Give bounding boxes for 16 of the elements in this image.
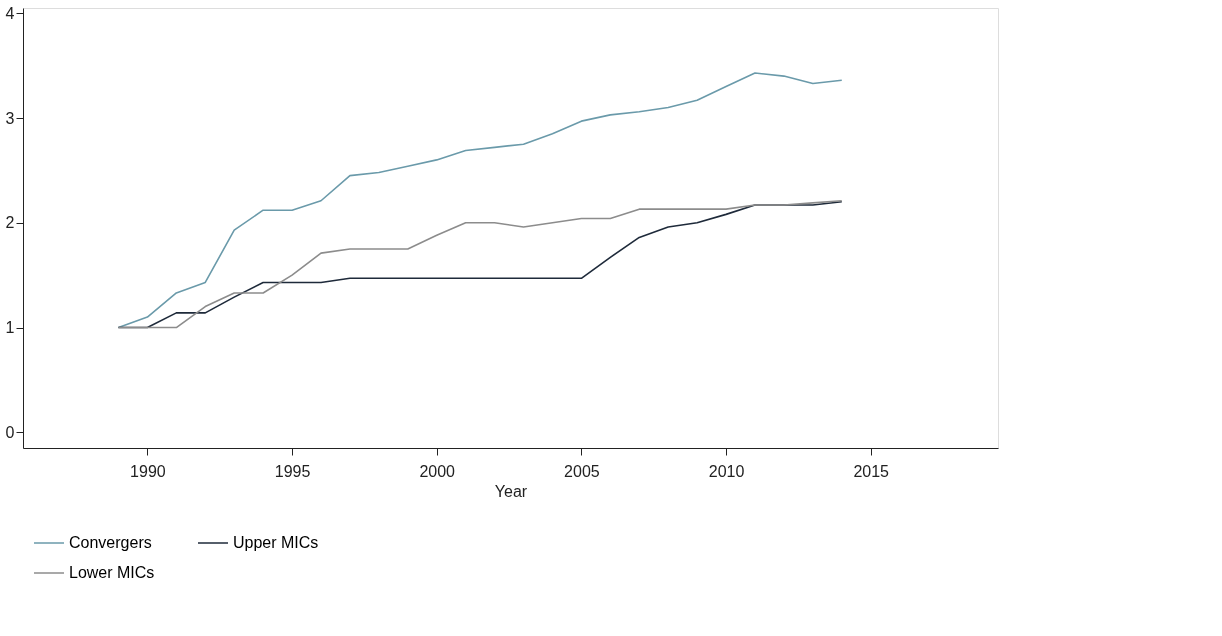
- x-tick-label: 2005: [564, 462, 600, 480]
- x-tick-label: 1995: [274, 462, 311, 480]
- y-tick-label: 3: [5, 109, 15, 127]
- x-tick-label: 2000: [419, 462, 456, 480]
- y-tick-label: 2: [5, 214, 15, 232]
- x-tick-label: 2015: [853, 462, 890, 480]
- y-tick-label: 0: [5, 423, 15, 441]
- line-series: [117, 72, 843, 329]
- legend-label: Lower MICs: [69, 564, 155, 581]
- legend-label: Upper MICs: [233, 534, 319, 551]
- x-tick-label: 1990: [130, 462, 166, 480]
- legend-label: Convergers: [69, 534, 152, 551]
- y-tick-label: 4: [5, 4, 15, 22]
- y-tick-label: 1: [5, 319, 15, 337]
- x-tick-label: 2010: [708, 462, 745, 480]
- x-axis-title: Year: [494, 482, 528, 500]
